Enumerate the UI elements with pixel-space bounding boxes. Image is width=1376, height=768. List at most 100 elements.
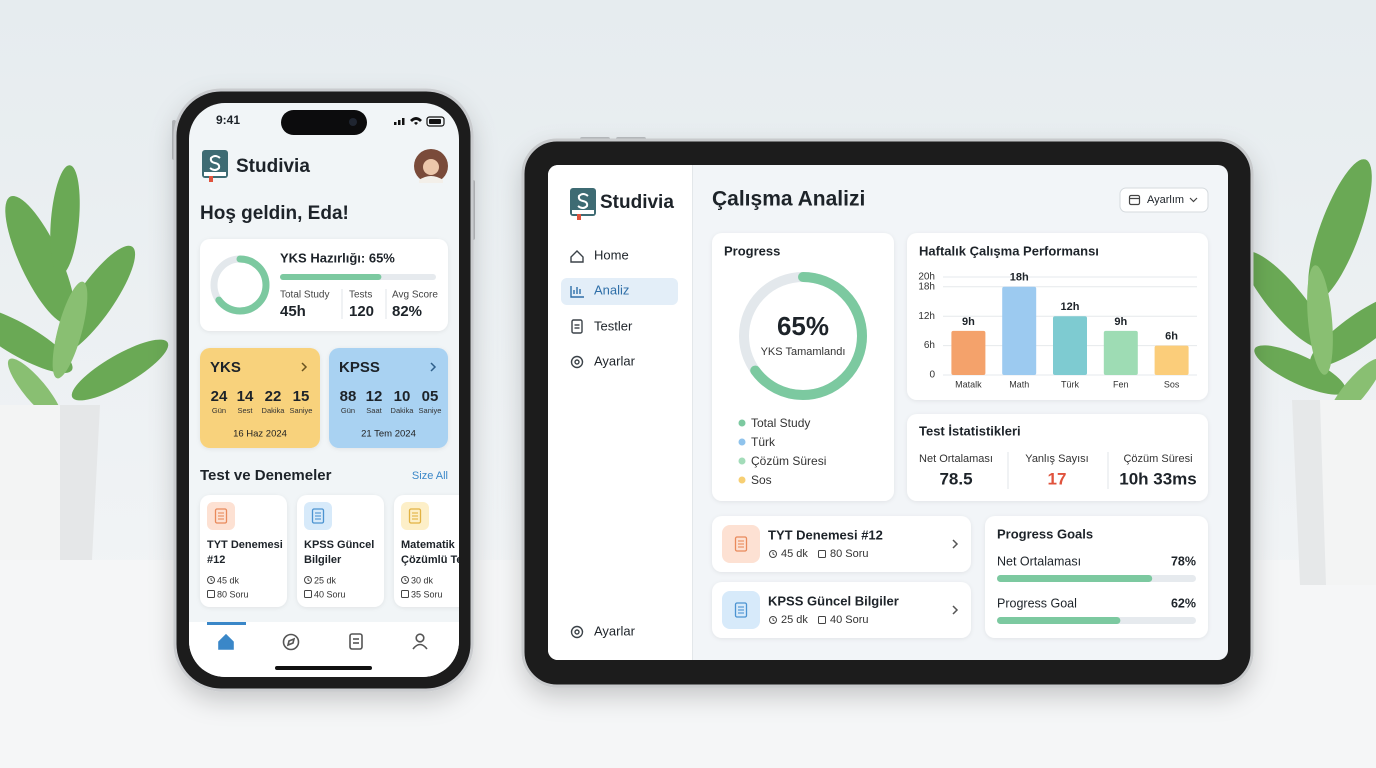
progress-fill <box>280 274 382 280</box>
chevron <box>952 605 959 615</box>
dropdown-icons <box>1128 194 1198 206</box>
countdown-card[interactable] <box>329 348 448 448</box>
clock-hand <box>210 578 213 582</box>
test-row[interactable] <box>712 516 971 572</box>
nav-icons[interactable] <box>218 633 428 651</box>
goal-label: Net Ortalaması <box>997 554 1081 568</box>
stat-label: Tests <box>349 290 372 301</box>
countdown-number: 14 <box>237 388 254 405</box>
logo-ribbon <box>209 176 213 182</box>
countdown-number: 24 <box>211 388 228 405</box>
doc-icon <box>311 508 325 524</box>
calendar-icon <box>818 616 826 624</box>
legend-label: Çözüm Süresi <box>751 454 826 468</box>
nav-item[interactable]: Analiz <box>594 282 629 297</box>
chevron <box>301 362 308 372</box>
test-title: KPSS Güncel Bilgiler <box>768 593 899 608</box>
progress-fill <box>997 575 1153 582</box>
legend-label: Türk <box>751 435 776 449</box>
stat-label: Yanlış Sayısı <box>1025 453 1088 465</box>
countdown-number: 22 <box>265 388 282 405</box>
logo-page <box>204 172 226 176</box>
countdown-number: 10 <box>394 388 411 405</box>
bar-value-label: 18h <box>1010 272 1029 284</box>
plant-left <box>0 165 169 560</box>
nav-item[interactable]: Testler <box>594 318 633 333</box>
bar-value-label: 12h <box>1061 301 1080 313</box>
test-questions: 35 Soru <box>411 589 443 599</box>
x-tick-label: Matalk <box>955 379 982 389</box>
test-title: TYT Denemesi #12 <box>207 539 283 566</box>
goal-value: 62% <box>1171 596 1196 610</box>
app-name: Studivia <box>600 192 674 213</box>
stat-value: 10h 33ms <box>1119 469 1197 488</box>
y-tick-label: 12h <box>918 311 935 322</box>
bar <box>1154 345 1189 375</box>
progress-value: 65% <box>777 311 829 341</box>
test-time: 30 dk <box>411 575 434 585</box>
x-tick-label: Fen <box>1113 379 1129 389</box>
calendar-icon <box>207 590 215 598</box>
x-tick-label: Sos <box>1164 379 1180 389</box>
stat-value: 17 <box>1048 469 1067 488</box>
legend-dot <box>738 419 746 427</box>
text-block: Matematik Çözümlü Test <box>401 539 459 566</box>
legend-label: Total Study <box>751 416 810 430</box>
doc-icon <box>408 508 422 524</box>
clock-icon <box>401 576 409 584</box>
clock-hand <box>772 618 775 622</box>
stat-label: Çözüm Süresi <box>1123 453 1192 465</box>
logo-page <box>572 210 594 214</box>
nav-item[interactable]: Ayarlar <box>594 623 636 638</box>
bar-value-label: 9h <box>1114 316 1127 328</box>
test-questions: 80 Soru <box>217 589 249 599</box>
nav-item[interactable]: Home <box>594 247 629 262</box>
greeting: Hoş geldin, Eda! <box>200 203 349 224</box>
calendar-icon <box>304 590 312 598</box>
see-all[interactable]: Size All <box>412 470 448 482</box>
text-block: KPSS Güncel Bilgiler <box>304 539 375 566</box>
nav-active <box>561 278 678 305</box>
page-title: Çalışma Analizi <box>712 188 865 211</box>
countdown-unit: Saniye <box>419 406 442 415</box>
countdown-unit: Gün <box>212 406 226 415</box>
countdown-date: 21 Tem 2024 <box>361 429 416 440</box>
countdown-card[interactable] <box>200 348 320 448</box>
doc-icon <box>734 536 748 552</box>
y-tick-label: 20h <box>918 272 935 283</box>
dropdown[interactable] <box>1119 187 1209 213</box>
test-row[interactable] <box>712 582 971 638</box>
card-title: Test İstatistikleri <box>919 423 1021 438</box>
countdown-unit: Sest <box>237 406 253 415</box>
y-tick-label: 6h <box>924 340 935 351</box>
clock-icon <box>769 550 777 558</box>
clock-icon <box>304 576 312 584</box>
dropdown-label: Ayarlım <box>1147 194 1184 206</box>
test-time: 45 dk <box>781 548 808 560</box>
clock-icon <box>769 616 777 624</box>
test-time: 25 dk <box>781 614 808 626</box>
legend-dot <box>738 438 746 446</box>
y-tick-label: 18h <box>918 281 935 292</box>
countdown-unit: Gün <box>341 406 355 415</box>
readiness-label: YKS Hazırlığı: 65% <box>280 250 395 265</box>
test-title: TYT Denemesi #12 <box>768 527 883 542</box>
test-title: KPSS Güncel Bilgiler <box>304 539 375 566</box>
clock-icon <box>207 576 215 584</box>
camera <box>349 118 357 126</box>
legend-dot <box>738 457 746 465</box>
logo-mark <box>577 193 589 209</box>
bar-value-label: 9h <box>962 316 975 328</box>
clock-hand <box>404 578 407 582</box>
nav-item[interactable]: Ayarlar <box>594 353 636 368</box>
countdown-number: 12 <box>366 388 383 405</box>
countdown-number: 88 <box>340 388 357 405</box>
sidebar-icons <box>570 250 584 639</box>
countdown-number: 15 <box>293 388 310 405</box>
test-time: 45 dk <box>217 575 240 585</box>
calendar-icon <box>401 590 409 598</box>
chart-title: Haftalık Çalışma Performansı <box>919 243 1099 258</box>
legend-dot <box>738 476 746 484</box>
x-tick-label: Türk <box>1061 379 1080 389</box>
y-tick-label: 0 <box>929 370 935 381</box>
